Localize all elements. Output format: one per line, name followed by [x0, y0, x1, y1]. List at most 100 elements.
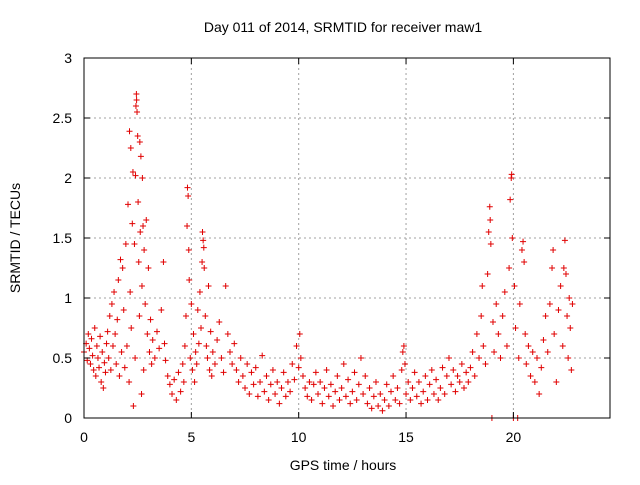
data-point: [180, 379, 187, 385]
data-point: [405, 379, 412, 385]
data-point: [553, 379, 560, 385]
data-point: [489, 319, 496, 325]
data-point: [396, 400, 403, 407]
data-point: [503, 343, 510, 349]
data-point: [145, 265, 152, 271]
data-point: [252, 364, 259, 371]
data-point: [135, 199, 142, 205]
data-point: [127, 289, 134, 295]
data-point: [200, 237, 207, 244]
data-point: [295, 364, 302, 371]
data-point: [520, 238, 527, 245]
data-point: [116, 373, 123, 379]
data-point: [153, 328, 160, 335]
data-point: [179, 361, 186, 367]
data-point: [138, 391, 145, 397]
x-tick-label: 10: [291, 429, 307, 445]
data-point: [142, 301, 149, 307]
data-point: [452, 388, 459, 395]
data-point: [186, 277, 193, 283]
data-point: [383, 381, 390, 388]
data-point: [377, 391, 384, 397]
y-axis-title: SRMTID / TECUs: [7, 183, 23, 293]
data-point: [549, 265, 556, 271]
data-point: [143, 217, 150, 223]
data-point: [515, 355, 522, 361]
data-point: [424, 397, 431, 403]
data-point: [148, 361, 155, 367]
data-point: [185, 193, 192, 199]
data-point: [540, 337, 547, 343]
data-point: [161, 340, 168, 347]
data-point: [430, 391, 437, 397]
data-point: [511, 283, 518, 289]
y-tick-label: 3: [64, 50, 72, 66]
data-point: [134, 109, 141, 115]
data-point: [133, 91, 140, 97]
data-point: [304, 393, 311, 400]
data-point: [173, 397, 180, 403]
data-point: [97, 333, 104, 340]
data-point: [224, 331, 231, 337]
data-point: [550, 247, 557, 253]
data-point: [194, 307, 201, 313]
data-point: [102, 369, 109, 376]
data-point: [261, 388, 268, 395]
data-point: [100, 385, 107, 391]
data-point: [192, 349, 199, 355]
data-point: [104, 328, 111, 335]
data-point: [169, 391, 176, 397]
data-point: [565, 355, 572, 361]
data-point: [480, 343, 487, 349]
data-point: [250, 381, 257, 388]
data-point: [199, 229, 206, 235]
data-point: [482, 361, 489, 367]
x-tick-label: 15: [398, 429, 414, 445]
data-point: [189, 367, 196, 373]
data-point: [448, 381, 455, 388]
data-point: [345, 376, 352, 383]
data-point: [175, 369, 182, 376]
data-point: [407, 397, 414, 403]
data-point: [99, 349, 106, 355]
data-point: [299, 373, 306, 379]
data-point: [278, 385, 285, 391]
data-point: [220, 369, 227, 376]
data-point: [569, 301, 576, 307]
data-point: [409, 385, 416, 391]
data-point: [126, 128, 133, 135]
data-point: [415, 379, 422, 385]
data-point: [127, 145, 134, 151]
data-point: [96, 364, 103, 371]
data-point: [105, 355, 112, 361]
data-point: [562, 271, 569, 277]
data-point: [257, 379, 264, 385]
data-point: [381, 397, 388, 403]
data-point: [136, 313, 143, 319]
data-point: [507, 196, 514, 203]
data-point: [119, 265, 126, 271]
data-point: [293, 343, 300, 349]
x-tick-label: 0: [80, 429, 88, 445]
data-point: [418, 400, 425, 407]
data-point: [454, 373, 461, 379]
data-point: [426, 381, 433, 388]
data-point: [534, 355, 541, 361]
data-point: [222, 283, 229, 289]
data-point: [433, 376, 440, 383]
data-point: [441, 391, 448, 397]
y-tick-label: 2: [64, 170, 72, 186]
data-point: [138, 283, 145, 289]
data-point: [372, 379, 379, 385]
data-point: [198, 325, 205, 331]
data-point: [473, 331, 480, 337]
data-point: [398, 367, 405, 373]
data-point: [137, 229, 144, 235]
data-point: [559, 343, 566, 349]
data-point: [315, 391, 322, 397]
data-point: [538, 364, 545, 371]
data-point: [347, 400, 354, 407]
data-point: [144, 331, 151, 337]
data-point: [203, 343, 210, 349]
data-point: [334, 373, 341, 379]
